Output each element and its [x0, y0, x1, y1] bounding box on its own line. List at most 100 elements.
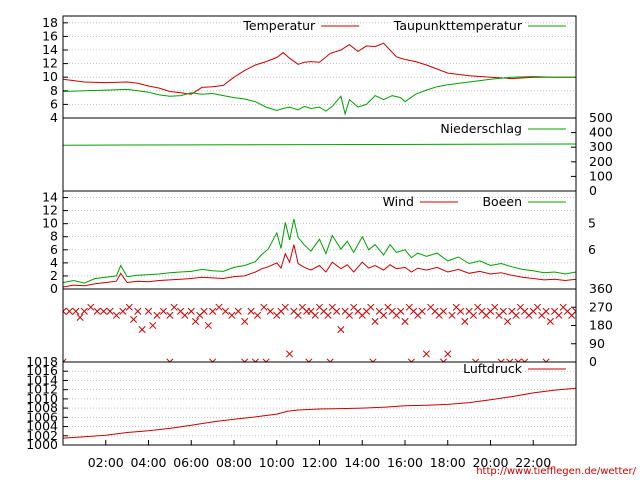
series-line-temperatur — [63, 42, 576, 95]
legend-label: Niederschlag — [440, 121, 522, 136]
wind-direction-point — [418, 307, 426, 315]
wind-direction-point — [311, 311, 319, 319]
wind-direction-point — [491, 303, 499, 311]
y-tick-label: 90 — [589, 336, 605, 351]
wind-direction-point — [504, 317, 512, 325]
wind-direction-point — [221, 307, 230, 315]
y-tick-label: 400 — [589, 125, 613, 140]
y-tick-label: 14 — [42, 190, 58, 205]
wind-direction-point — [149, 321, 157, 330]
series-line-niederschlag — [63, 143, 576, 146]
wind-direction-point — [281, 303, 289, 311]
x-tick-label: 04:00 — [130, 455, 166, 470]
x-tick-label: 14:00 — [344, 455, 380, 470]
source-url[interactable]: http://www.tiefflegen.de/wetter/ — [476, 466, 636, 477]
wind-direction-point — [305, 358, 313, 362]
y-tick-label: 0 — [589, 183, 597, 198]
y-tick-label: 270 — [589, 299, 613, 314]
wind-direction-point — [200, 307, 208, 315]
wind-direction-point — [72, 307, 80, 315]
wind-direction-point — [170, 303, 178, 311]
wind-direction-point — [401, 317, 409, 325]
y-tick-label: 500 — [589, 110, 613, 125]
y-tick-label: 2 — [50, 268, 58, 283]
wind-direction-point — [326, 358, 334, 362]
wind-direction-point — [333, 307, 341, 315]
wind-direction-point — [345, 311, 353, 319]
wind-direction-point — [422, 350, 430, 358]
wind-direction-point — [572, 307, 576, 315]
wind-direction-point — [106, 307, 114, 315]
wind-direction-point — [228, 311, 236, 319]
y-tick-label: 6 — [50, 96, 58, 111]
wind-direction-point — [369, 358, 377, 362]
y-tick-label: 4 — [50, 255, 58, 270]
legend-label: Boeen — [482, 194, 522, 209]
panel-pressure: 1000100210041006100810101012101410161018… — [26, 354, 577, 452]
wind-direction-point — [159, 307, 168, 315]
wind-direction-point — [533, 303, 542, 311]
wind-direction-point — [253, 311, 262, 319]
x-tick-label: 22:00 — [515, 455, 551, 470]
wind-direction-point — [324, 311, 332, 319]
y-tick-label: 180 — [589, 318, 613, 333]
y-tick-label: 10 — [42, 69, 58, 84]
wind-direction-point — [251, 358, 259, 362]
wind-direction-point — [166, 358, 174, 362]
y-tick-label: 1018 — [26, 354, 58, 369]
wind-direction-point — [80, 307, 88, 315]
wind-direction-point — [469, 311, 477, 319]
y-tick-label: 14 — [42, 42, 58, 57]
wind-direction-point — [234, 307, 242, 315]
y-tick-label: 16 — [42, 28, 58, 43]
y-tick-label: 18 — [42, 15, 58, 30]
wind-direction-point — [87, 303, 95, 311]
legend-label: Luftdruck — [463, 361, 523, 376]
x-tick-label: 18:00 — [430, 455, 466, 470]
x-tick-label: 08:00 — [216, 455, 252, 470]
wind-direction-point — [439, 307, 448, 315]
wind-direction-point — [286, 350, 294, 358]
wind-direction-point — [260, 303, 268, 311]
series-group — [63, 303, 576, 362]
wind-direction-point — [444, 350, 452, 358]
wind-direction-point — [65, 307, 73, 315]
wind-direction-point — [241, 358, 249, 362]
wind-direction-point — [241, 317, 249, 325]
wind-direction-point — [542, 307, 550, 315]
wind-direction-point — [448, 311, 456, 319]
wind-direction-point — [166, 311, 174, 319]
y-tick-label: 200 — [589, 154, 613, 169]
wind-direction-point — [439, 358, 448, 362]
wind-direction-point — [457, 307, 465, 315]
wind-direction-point — [247, 307, 255, 315]
series-group — [63, 143, 576, 146]
wind-direction-point — [514, 358, 522, 362]
wind-direction-point — [215, 303, 223, 311]
wind-direction-point — [144, 307, 153, 315]
y-tick-label: 1016 — [26, 363, 58, 378]
wind-direction-point — [153, 311, 161, 319]
wind-direction-point — [512, 311, 520, 319]
wind-direction-point — [76, 313, 84, 321]
right-axis-label: 5 — [588, 216, 596, 231]
legend-label: Wind — [383, 194, 414, 209]
x-tick-label: 16:00 — [387, 455, 423, 470]
panel-frame — [62, 288, 577, 363]
wind-direction-point — [138, 326, 146, 334]
wind-direction-point — [209, 358, 217, 362]
y-tick-label: 6 — [50, 242, 58, 257]
wind-direction-point — [204, 321, 212, 330]
y-tick-label: 100 — [589, 168, 613, 183]
wind-direction-point — [397, 307, 405, 315]
wind-direction-point — [294, 311, 302, 319]
wind-direction-point — [134, 307, 142, 315]
wind-direction-point — [187, 307, 195, 315]
wind-direction-point — [542, 358, 550, 362]
wind-direction-point — [119, 307, 127, 315]
series-line-luftdruck — [63, 387, 576, 439]
y-tick-label: 300 — [589, 139, 613, 154]
